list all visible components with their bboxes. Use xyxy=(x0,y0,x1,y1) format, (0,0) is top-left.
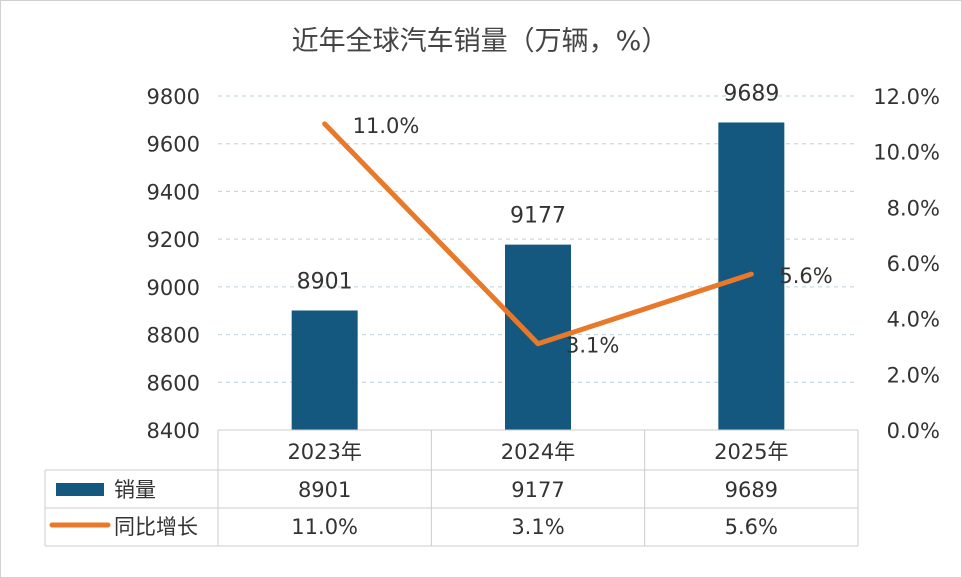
bar-data-label: 8901 xyxy=(297,269,353,294)
bar-2023年 xyxy=(291,310,358,430)
category-label: 2025年 xyxy=(714,440,788,464)
table-cell-growth: 11.0% xyxy=(291,515,358,539)
table-cell-sales: 9689 xyxy=(725,478,778,502)
chart-title: 近年全球汽车销量（万辆，%） xyxy=(292,26,669,57)
left-tick-label: 9200 xyxy=(147,228,200,252)
line-data-label: 11.0% xyxy=(353,114,420,138)
right-tick-label: 4.0% xyxy=(887,308,940,332)
bar-data-label: 9689 xyxy=(723,81,779,106)
left-tick-label: 8400 xyxy=(147,419,200,443)
right-tick-label: 12.0% xyxy=(873,85,940,109)
left-tick-label: 9800 xyxy=(147,85,200,109)
bar-data-label: 9177 xyxy=(510,204,566,229)
table-cell-growth: 5.6% xyxy=(725,515,778,539)
legend-bar-swatch xyxy=(56,483,104,496)
line-data-label: 5.6% xyxy=(779,264,832,288)
table-cell-sales: 9177 xyxy=(511,478,564,502)
left-tick-label: 8800 xyxy=(147,324,200,348)
left-tick-label: 9000 xyxy=(147,276,200,300)
left-tick-label: 8600 xyxy=(147,371,200,395)
right-tick-label: 6.0% xyxy=(887,252,940,276)
right-tick-label: 0.0% xyxy=(887,419,940,443)
left-tick-label: 9400 xyxy=(147,180,200,204)
right-tick-label: 2.0% xyxy=(887,363,940,387)
growth-line xyxy=(322,121,754,347)
table-cell-sales: 8901 xyxy=(298,478,351,502)
legend-label-sales: 销量 xyxy=(114,478,156,502)
category-label: 2024年 xyxy=(501,440,575,464)
category-label: 2023年 xyxy=(287,440,361,464)
right-tick-label: 10.0% xyxy=(873,141,940,165)
left-tick-label: 9600 xyxy=(147,133,200,157)
line-data-label: 3.1% xyxy=(566,334,619,358)
right-tick-label: 8.0% xyxy=(887,196,940,220)
legend-label-growth: 同比增长 xyxy=(114,515,198,539)
table-cell-growth: 3.1% xyxy=(511,515,564,539)
